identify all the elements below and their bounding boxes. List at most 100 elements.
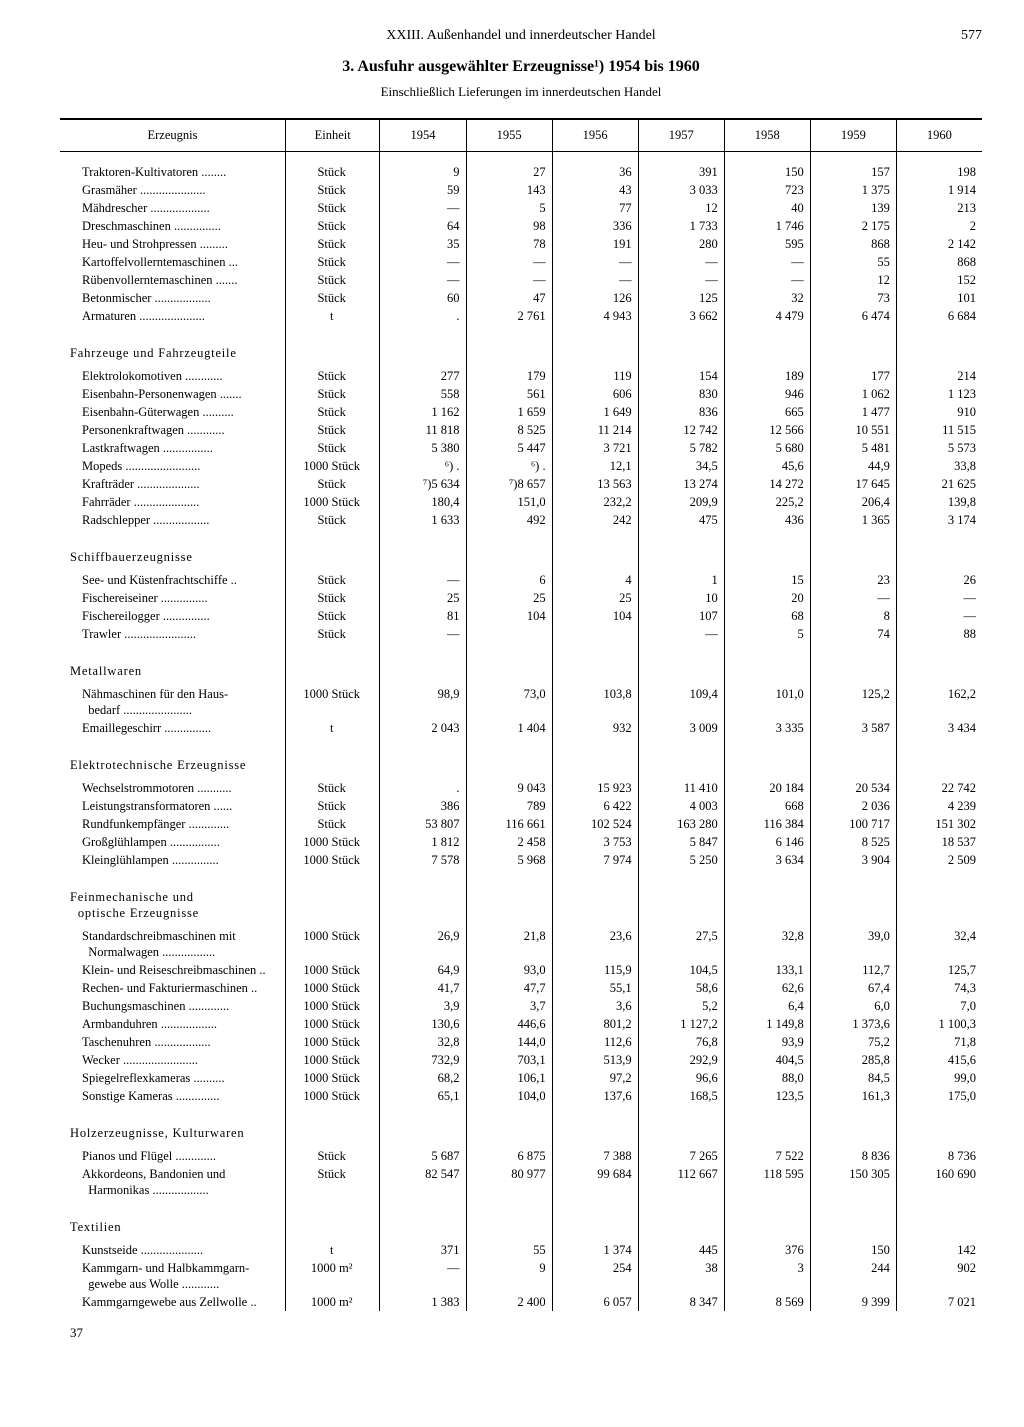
value-cell: 144,0 xyxy=(466,1033,552,1051)
value-cell: 7 021 xyxy=(896,1293,982,1311)
value-cell: 47,7 xyxy=(466,979,552,997)
table-body: Traktoren-Kultivatoren ........Stück9273… xyxy=(60,152,982,1312)
section-title: Fahrzeuge und Fahrzeugteile xyxy=(60,325,285,367)
value-cell: 1 374 xyxy=(552,1241,638,1259)
col-1955: 1955 xyxy=(466,119,552,152)
value-cell: 206,4 xyxy=(810,493,896,511)
product-name: Armbanduhren .................. xyxy=(60,1015,285,1033)
value-cell: 125,2 xyxy=(810,685,896,719)
value-cell: 62,6 xyxy=(724,979,810,997)
value-cell: — xyxy=(810,589,896,607)
value-cell: 9 043 xyxy=(466,779,552,797)
value-cell: 703,1 xyxy=(466,1051,552,1069)
value-cell: 5 xyxy=(466,199,552,217)
value-cell: — xyxy=(724,271,810,289)
value-cell: 25 xyxy=(380,589,466,607)
value-cell: 55,1 xyxy=(552,979,638,997)
section-title: Elektrotechnische Erzeugnisse xyxy=(60,737,285,779)
product-name: Kleinglühlampen ............... xyxy=(60,851,285,869)
value-cell: 64,9 xyxy=(380,961,466,979)
table-row: Personenkraftwagen ............Stück11 8… xyxy=(60,421,982,439)
value-cell: 101,0 xyxy=(724,685,810,719)
unit-cell: Stück xyxy=(285,511,380,529)
value-cell: 26,9 xyxy=(380,927,466,961)
value-cell: 104 xyxy=(552,607,638,625)
value-cell: 3 662 xyxy=(638,307,724,325)
value-cell: 8 736 xyxy=(896,1147,982,1165)
table-row: Sonstige Kameras ..............1000 Stüc… xyxy=(60,1087,982,1105)
value-cell: 801,2 xyxy=(552,1015,638,1033)
value-cell: 104,5 xyxy=(638,961,724,979)
product-name: Taschenuhren .................. xyxy=(60,1033,285,1051)
value-cell: 130,6 xyxy=(380,1015,466,1033)
value-cell xyxy=(466,625,552,643)
value-cell: — xyxy=(896,589,982,607)
value-cell: 76,8 xyxy=(638,1033,724,1051)
table-row: Eisenbahn-Güterwagen ..........Stück1 16… xyxy=(60,403,982,421)
value-cell: 157 xyxy=(810,152,896,182)
table-row: Kunstseide ....................t371551 3… xyxy=(60,1241,982,1259)
value-cell: 1 659 xyxy=(466,403,552,421)
value-cell: 3 xyxy=(724,1259,810,1293)
value-cell: 112,6 xyxy=(552,1033,638,1051)
export-table: Erzeugnis Einheit 1954 1955 1956 1957 19… xyxy=(60,118,982,1311)
col-1958: 1958 xyxy=(724,119,810,152)
product-name: Pianos und Flügel ............. xyxy=(60,1147,285,1165)
product-name: Mähdrescher ................... xyxy=(60,199,285,217)
section-heading: Holzerzeugnisse, Kulturwaren xyxy=(60,1105,982,1147)
table-row: Standardschreibmaschinen mit Normalwagen… xyxy=(60,927,982,961)
value-cell: 2 043 xyxy=(380,719,466,737)
value-cell: 3 434 xyxy=(896,719,982,737)
unit-cell: 1000 Stück xyxy=(285,1051,380,1069)
unit-cell: Stück xyxy=(285,607,380,625)
table-row: Leistungstransformatoren ......Stück3867… xyxy=(60,797,982,815)
value-cell: 1 649 xyxy=(552,403,638,421)
value-cell: 404,5 xyxy=(724,1051,810,1069)
value-cell: 1 062 xyxy=(810,385,896,403)
col-product: Erzeugnis xyxy=(60,119,285,152)
product-name: Trawler ....................... xyxy=(60,625,285,643)
value-cell: 98 xyxy=(466,217,552,235)
table-row: Grasmäher .....................Stück5914… xyxy=(60,181,982,199)
value-cell: 73,0 xyxy=(466,685,552,719)
value-cell: 2 458 xyxy=(466,833,552,851)
value-cell: 34,5 xyxy=(638,457,724,475)
table-row: Trawler .......................Stück——57… xyxy=(60,625,982,643)
value-cell: 26 xyxy=(896,571,982,589)
value-cell: 107 xyxy=(638,607,724,625)
col-1957: 1957 xyxy=(638,119,724,152)
value-cell: 1 100,3 xyxy=(896,1015,982,1033)
value-cell: 88 xyxy=(896,625,982,643)
value-cell: 10 551 xyxy=(810,421,896,439)
table-row: Wecker ........................1000 Stüc… xyxy=(60,1051,982,1069)
table-row: Wechselstrommotoren ...........Stück.9 0… xyxy=(60,779,982,797)
product-name: Großglühlampen ................ xyxy=(60,833,285,851)
value-cell: 9 xyxy=(466,1259,552,1293)
product-name: Radschlepper .................. xyxy=(60,511,285,529)
product-name: See- und Küstenfrachtschiffe .. xyxy=(60,571,285,589)
page-header: XXIII. Außenhandel und innerdeutscher Ha… xyxy=(60,28,982,44)
unit-cell: 1000 Stück xyxy=(285,1033,380,1051)
table-row: Akkordeons, Bandonien und Harmonikas ...… xyxy=(60,1165,982,1199)
value-cell: 99,0 xyxy=(896,1069,982,1087)
value-cell: 1 375 xyxy=(810,181,896,199)
unit-cell: 1000 Stück xyxy=(285,851,380,869)
value-cell: 415,6 xyxy=(896,1051,982,1069)
value-cell: 126 xyxy=(552,289,638,307)
value-cell: 5 481 xyxy=(810,439,896,457)
section-title: Metallwaren xyxy=(60,643,285,685)
value-cell: 2 175 xyxy=(810,217,896,235)
value-cell: 5,2 xyxy=(638,997,724,1015)
value-cell: 118 595 xyxy=(724,1165,810,1199)
product-name: Standardschreibmaschinen mit Normalwagen… xyxy=(60,927,285,961)
value-cell: 8 347 xyxy=(638,1293,724,1311)
value-cell: 11 410 xyxy=(638,779,724,797)
value-cell: . xyxy=(380,779,466,797)
value-cell: 198 xyxy=(896,152,982,182)
value-cell: 225,2 xyxy=(724,493,810,511)
value-cell: 2 142 xyxy=(896,235,982,253)
value-cell: 732,9 xyxy=(380,1051,466,1069)
value-cell: 665 xyxy=(724,403,810,421)
unit-cell: Stück xyxy=(285,797,380,815)
value-cell: 3 753 xyxy=(552,833,638,851)
